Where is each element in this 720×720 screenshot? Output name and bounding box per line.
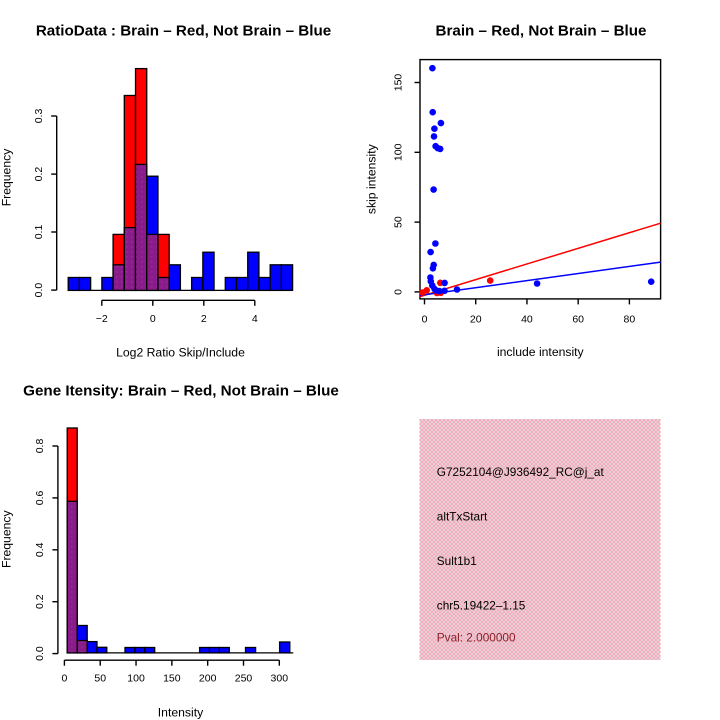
svg-text:Frequency: Frequency <box>0 510 14 568</box>
svg-text:0: 0 <box>61 673 67 685</box>
svg-text:RatioData : Brain – Red, Not B: RatioData : Brain – Red, Not Brain – Blu… <box>36 22 331 39</box>
svg-text:0.8: 0.8 <box>34 439 46 454</box>
svg-text:0.6: 0.6 <box>34 490 46 505</box>
svg-text:chr5.19422–1.15: chr5.19422–1.15 <box>437 598 526 612</box>
svg-text:150: 150 <box>163 673 181 685</box>
svg-text:250: 250 <box>235 673 253 685</box>
svg-text:0: 0 <box>150 313 156 325</box>
svg-text:altTxStart: altTxStart <box>437 509 488 523</box>
svg-text:100: 100 <box>127 673 145 685</box>
svg-text:Gene Itensity: Brain – Red, No: Gene Itensity: Brain – Red, Not Brain – … <box>23 382 339 399</box>
svg-text:include intensity: include intensity <box>497 345 585 359</box>
svg-text:Frequency: Frequency <box>0 148 14 206</box>
svg-text:50: 50 <box>94 673 106 685</box>
svg-text:Brain – Red, Not Brain – Blue: Brain – Red, Not Brain – Blue <box>436 22 647 39</box>
svg-text:200: 200 <box>199 673 217 685</box>
svg-text:0: 0 <box>422 313 428 325</box>
svg-text:skip intensity: skip intensity <box>364 143 378 214</box>
svg-text:40: 40 <box>521 313 533 325</box>
svg-text:0.4: 0.4 <box>34 542 46 557</box>
svg-text:0.2: 0.2 <box>34 594 46 609</box>
svg-text:20: 20 <box>470 313 482 325</box>
svg-text:−2: −2 <box>96 313 108 325</box>
svg-text:0: 0 <box>393 289 405 295</box>
svg-text:80: 80 <box>624 313 636 325</box>
svg-text:150: 150 <box>393 74 405 92</box>
svg-text:0.0: 0.0 <box>33 283 45 298</box>
svg-text:0.2: 0.2 <box>33 167 45 182</box>
svg-text:Sult1b1: Sult1b1 <box>437 554 477 568</box>
svg-text:0.1: 0.1 <box>33 225 45 240</box>
svg-text:Pval: 2.000000: Pval: 2.000000 <box>437 631 516 645</box>
svg-text:G7252104@J936492_RC@j_at: G7252104@J936492_RC@j_at <box>437 465 605 479</box>
svg-text:100: 100 <box>393 143 405 161</box>
svg-text:60: 60 <box>572 313 584 325</box>
svg-text:2: 2 <box>201 313 207 325</box>
svg-text:4: 4 <box>252 313 258 325</box>
svg-text:0.0: 0.0 <box>34 646 46 661</box>
svg-text:0.3: 0.3 <box>33 109 45 124</box>
svg-text:50: 50 <box>393 216 405 228</box>
svg-text:Intensity: Intensity <box>158 706 204 720</box>
svg-text:300: 300 <box>271 673 289 685</box>
svg-text:Log2 Ratio Skip/Include: Log2 Ratio Skip/Include <box>116 346 245 360</box>
